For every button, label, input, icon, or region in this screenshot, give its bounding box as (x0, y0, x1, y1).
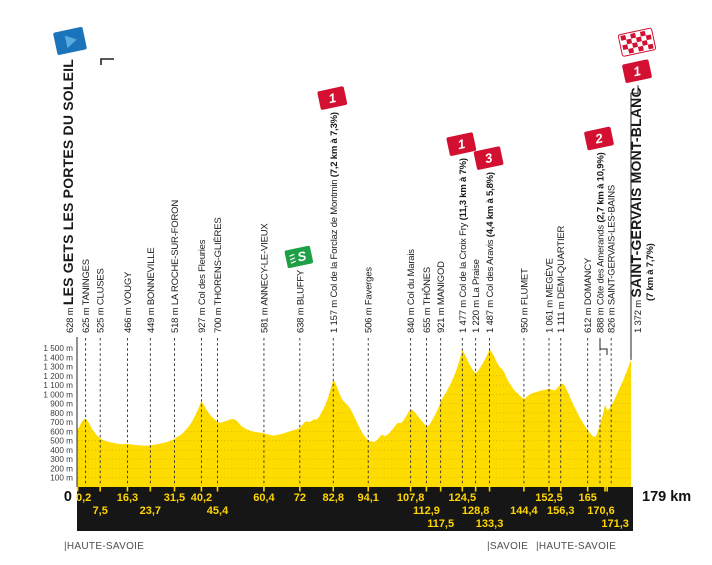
elevation-area (77, 349, 631, 489)
amerands-connector (599, 339, 608, 355)
elevation-profile-area (77, 349, 631, 489)
department-label: |HAUTE-SAVOIE (64, 541, 144, 552)
km-value: 144,4 (510, 505, 538, 517)
waypoint-label: 700 m THORENS-GLIÈRES (213, 218, 224, 333)
waypoint-label: 518 m LA ROCHE-SUR-FORON (170, 200, 181, 333)
km-value: 107,8 (397, 492, 425, 504)
waypoint-label: 840 m Col du Marais (406, 249, 417, 333)
start-flag-icon (53, 26, 87, 55)
svg-text:1: 1 (632, 63, 642, 79)
svg-text:1: 1 (456, 136, 466, 152)
waypoint-label: 525 m CLUSES (96, 268, 107, 333)
waypoint-label: 612 m DOMANCY (583, 257, 594, 333)
waypoint-label: 921 m MANIGOD (436, 261, 447, 333)
category-1-marker: 1 (622, 59, 652, 83)
category-3-marker: 3 (473, 146, 504, 170)
waypoint-label: 888 m Côte des Amerands (2,7 km à 10,9%) (596, 152, 607, 333)
waypoint-label: 1 111 m DEMI-QUARTIER (556, 225, 567, 333)
km-value: 170,6 (587, 505, 615, 517)
finish-label: 1 372 m SAINT-GERVAIS MONT-BLANC (628, 87, 644, 333)
y-axis-tick-label: 1 200 m (43, 372, 73, 381)
origin-km-label: 0 (64, 489, 72, 505)
y-axis-tick-label: 1 300 m (43, 363, 73, 372)
waypoint-label: 1 220 m La Praise (471, 259, 482, 333)
svg-text:1: 1 (327, 90, 337, 106)
category-1-marker: 1 (446, 132, 477, 156)
km-value: 152,5 (535, 492, 563, 504)
km-value: 133,3 (476, 518, 504, 530)
y-axis-tick-label: 700 m (50, 418, 73, 427)
waypoint-label: 927 m Col des Fleuries (197, 239, 208, 333)
y-axis-tick-label: 1 100 m (43, 381, 73, 390)
waypoint-label: 655 m THÔNES (422, 267, 433, 333)
distance-bar: 0 179 km 0,27,5 16,323,731,5 40,245,4 60,4 72 8… (64, 487, 691, 531)
waypoint-label: 581 m ANNECY-LE-VIEUX (259, 223, 270, 333)
category-1-marker: 1 (317, 86, 348, 110)
km-value: 16,3 (117, 492, 138, 504)
km-value: 124,5 (449, 492, 477, 504)
svg-text:3: 3 (483, 150, 494, 166)
km-value: 0,2 (76, 492, 91, 504)
waypoint-label: 826 m SAINT-GERVAIS-LES-BAINS (607, 185, 618, 333)
km-value: 94,1 (358, 492, 379, 504)
finish-connector (630, 85, 639, 360)
km-value: 72 (294, 492, 306, 504)
department-labels: |HAUTE-SAVOIE |SAVOIE |HAUTE-SAVOIE (64, 541, 616, 552)
km-value: 112,9 (413, 505, 440, 517)
y-axis-tick-label: 600 m (50, 427, 73, 436)
km-value: 156,3 (547, 505, 575, 517)
checkered-flag-icon (617, 27, 657, 57)
waypoint-label: 638 m BLUFFY (295, 269, 306, 333)
category-2-marker: 2 (584, 126, 614, 151)
y-axis-tick-label: 300 m (50, 455, 73, 464)
y-axis-tick-label: 100 m (50, 474, 73, 483)
waypoint-label: 1 477 m Col de la Croix Fry (11,3 km à 7… (458, 158, 469, 333)
waypoint-label: 449 m BONNEVILLE (146, 247, 157, 333)
department-label: |HAUTE-SAVOIE (536, 541, 616, 552)
km-value: 171,3 (601, 518, 629, 530)
km-value: 23,7 (140, 505, 161, 517)
km-value: 82,8 (323, 492, 344, 504)
label-connectors (100, 58, 639, 360)
km-value: 40,2 (191, 492, 212, 504)
waypoint-label: 1 157 m Col de la Forclaz de Montmin (7,… (329, 112, 340, 333)
climb-and-sprint-markers: S 1 1 3 2 1 (53, 26, 657, 269)
y-axis-tick-label: 1 400 m (43, 353, 73, 362)
km-value: 45,4 (207, 505, 229, 517)
y-axis-tick-label: 1 500 m (43, 344, 73, 353)
waypoint-gridlines (76, 337, 612, 487)
waypoint-label: 1 487 m Col des Aravis (4,4 km à 5,8%) (485, 172, 496, 333)
start-label: 628 m LES GETS LES PORTES DU SOLEIL (60, 59, 76, 333)
svg-text:S: S (296, 248, 308, 265)
y-axis-tick-label: 400 m (50, 446, 73, 455)
sprint-marker: S (284, 245, 314, 269)
distance-bar-background (77, 487, 633, 531)
waypoint-label: 625 m TANINGES (81, 259, 92, 333)
start-connector (100, 58, 114, 65)
y-axis-tick-label: 800 m (50, 409, 73, 418)
department-label: |SAVOIE (487, 541, 528, 552)
km-value: 117,5 (427, 518, 454, 530)
waypoint-label: 466 m VOUGY (123, 271, 134, 333)
y-axis-tick-label: 1 000 m (43, 390, 73, 399)
km-value: 165 (578, 492, 596, 504)
finish-stats-label: (7 km à 7,7%) (645, 243, 656, 301)
y-axis-tick-label: 500 m (50, 437, 73, 446)
km-value: 31,5 (164, 492, 185, 504)
y-axis-tick-label: 900 m (50, 400, 73, 409)
km-value: 7,5 (93, 505, 108, 517)
waypoint-label: 950 m FLUMET (519, 268, 530, 333)
svg-text:2: 2 (593, 130, 605, 147)
waypoint-label: 1 061 m MEGÈVE (544, 258, 555, 333)
y-axis-tick-label: 200 m (50, 464, 73, 473)
waypoint-labels: 625 m TANINGES 525 m CLUSES 466 m VOUGY 449… (60, 59, 656, 333)
km-value: 128,8 (462, 505, 490, 517)
waypoint-label: 506 m Faverges (364, 267, 375, 333)
total-distance-label: 179 km (642, 489, 691, 505)
km-value: 60,4 (253, 492, 275, 504)
